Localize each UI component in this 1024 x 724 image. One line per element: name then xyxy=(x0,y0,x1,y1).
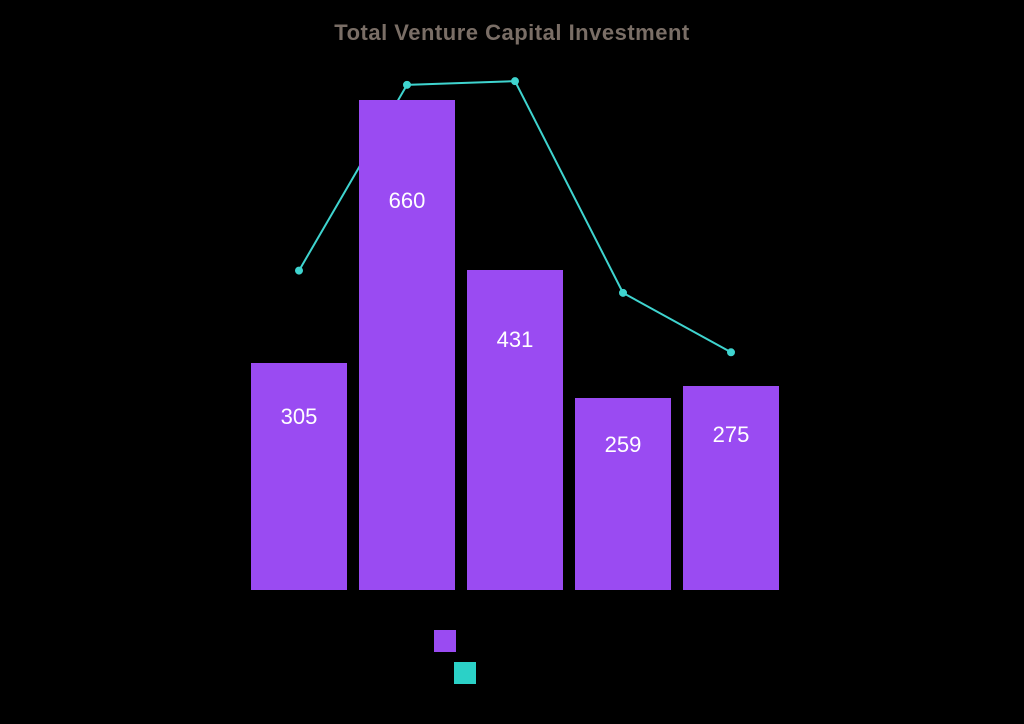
bar: 275 xyxy=(683,386,779,590)
line-marker xyxy=(512,78,519,85)
legend-swatch xyxy=(454,662,476,684)
bar-value-label: 431 xyxy=(467,327,563,353)
legend: DEAL AMOUNT ($M) DEAL COUNT xyxy=(0,630,1024,684)
line-marker xyxy=(404,81,411,88)
bar: 431 xyxy=(467,270,563,590)
line-marker xyxy=(728,349,735,356)
legend-swatch xyxy=(434,630,456,652)
chart-title: Total Venture Capital Investment xyxy=(0,20,1024,46)
bar: 259 xyxy=(575,398,671,590)
bar-value-label: 275 xyxy=(683,422,779,448)
bar: 660 xyxy=(359,100,455,590)
line-marker xyxy=(620,289,627,296)
chart-container: Total Venture Capital Investment 305 660 4… xyxy=(0,0,1024,724)
legend-label: DEAL COUNT xyxy=(488,666,570,680)
legend-label: DEAL AMOUNT ($M) xyxy=(468,634,589,648)
bar: 305 xyxy=(251,363,347,590)
line-marker xyxy=(296,267,303,274)
bar-value-label: 305 xyxy=(251,404,347,430)
legend-item: DEAL AMOUNT ($M) xyxy=(434,630,589,652)
legend-item: DEAL COUNT xyxy=(454,662,570,684)
plot-area: 305 660 431 259 275 xyxy=(250,70,780,590)
bar-value-label: 259 xyxy=(575,432,671,458)
bar-value-label: 660 xyxy=(359,188,455,214)
